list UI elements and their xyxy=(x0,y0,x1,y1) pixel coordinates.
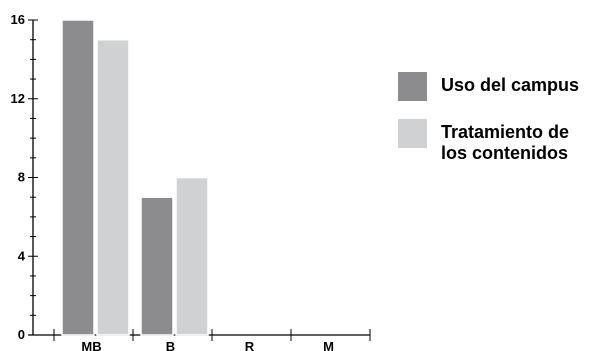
y-tick-label-12: 12 xyxy=(11,91,25,106)
y-tick-label-16: 16 xyxy=(11,12,25,27)
legend-label-tratamiento-line-2: los contenidos xyxy=(441,143,569,163)
legend-label-uso-del-campus: Uso del campus xyxy=(441,75,580,95)
bar-mb-series-1 xyxy=(61,19,95,336)
bar-b-series-2 xyxy=(175,176,209,336)
legend-label-tratamiento: Tratamiento de los contenidos xyxy=(441,122,569,164)
legend-item-tratamiento: Tratamiento de los contenidos xyxy=(398,119,589,164)
y-tick-label-8: 8 xyxy=(18,170,25,185)
legend-item-uso-del-campus: Uso del campus xyxy=(398,72,589,101)
y-tick-label-4: 4 xyxy=(18,248,26,263)
bar-b-series-1 xyxy=(140,196,174,336)
x-tick-label-b: B xyxy=(166,339,175,351)
bar-mb-series-2 xyxy=(96,38,130,336)
x-tick-label-mb: MB xyxy=(81,339,101,351)
y-tick-label-0: 0 xyxy=(18,327,25,342)
legend: Uso del campus Tratamiento de los conten… xyxy=(398,72,589,182)
legend-label-tratamiento-line-1: Tratamiento de xyxy=(441,122,570,142)
legend-swatch-tratamiento xyxy=(398,119,427,148)
legend-swatch-uso-del-campus xyxy=(398,72,427,101)
x-tick-label-r: R xyxy=(245,339,255,351)
x-tick-label-m: M xyxy=(323,339,334,351)
